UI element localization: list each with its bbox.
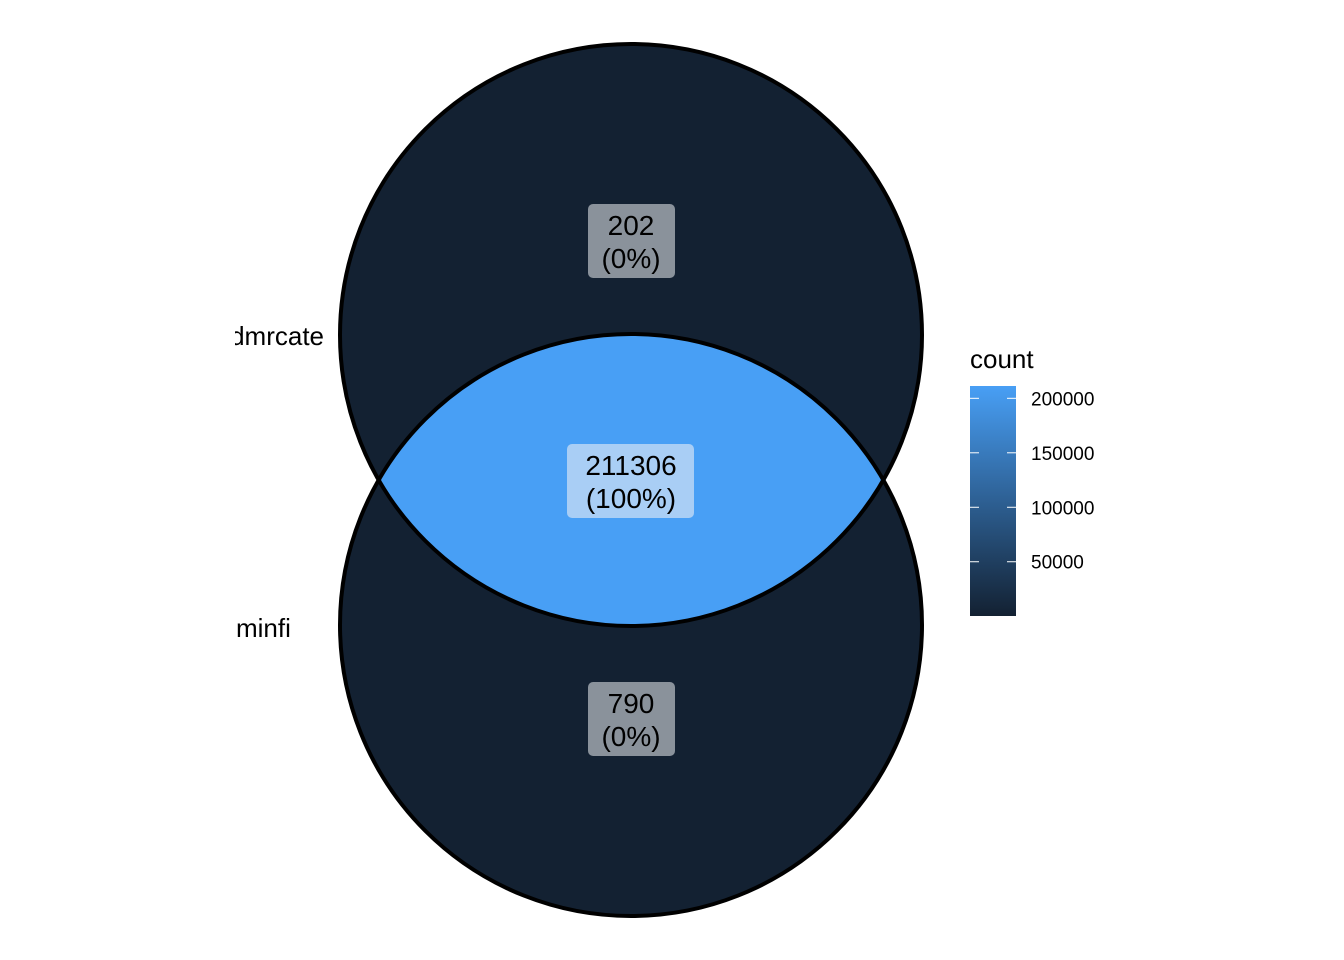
region-label-box [588,682,675,756]
set-outline-minfi [338,332,924,918]
legend-tick-label: 100000 [1031,498,1094,519]
set-label-minfi: minfi [236,613,291,643]
region-label-both: 211306 (100%) [567,444,694,518]
set-outline-dmrcate [338,42,924,628]
legend-tick-label: 200000 [1031,389,1094,410]
region-percent: (0%) [601,243,660,274]
region-count: 790 [608,688,655,719]
legend-title: count [970,344,1034,374]
legend-colorbar [970,386,1016,616]
legend-tick-label: 150000 [1031,444,1094,465]
region-count: 202 [608,210,655,241]
region-percent: (0%) [601,721,660,752]
region-label-dmrcate-only: 202 (0%) [588,204,675,278]
color-legend: count 200000 150000 100000 50000 [970,344,1094,616]
region-count: 211306 [585,450,676,481]
region-label-box [567,444,694,518]
region-percent: (100%) [586,483,676,514]
region-label-box [588,204,675,278]
legend-ticks: 200000 150000 100000 50000 [970,389,1094,574]
set-label-dmrcate: dmrcate [230,321,324,351]
region-label-minfi-only: 790 (0%) [588,682,675,756]
venn-outlines [338,42,924,918]
legend-tick-label: 50000 [1031,553,1084,574]
